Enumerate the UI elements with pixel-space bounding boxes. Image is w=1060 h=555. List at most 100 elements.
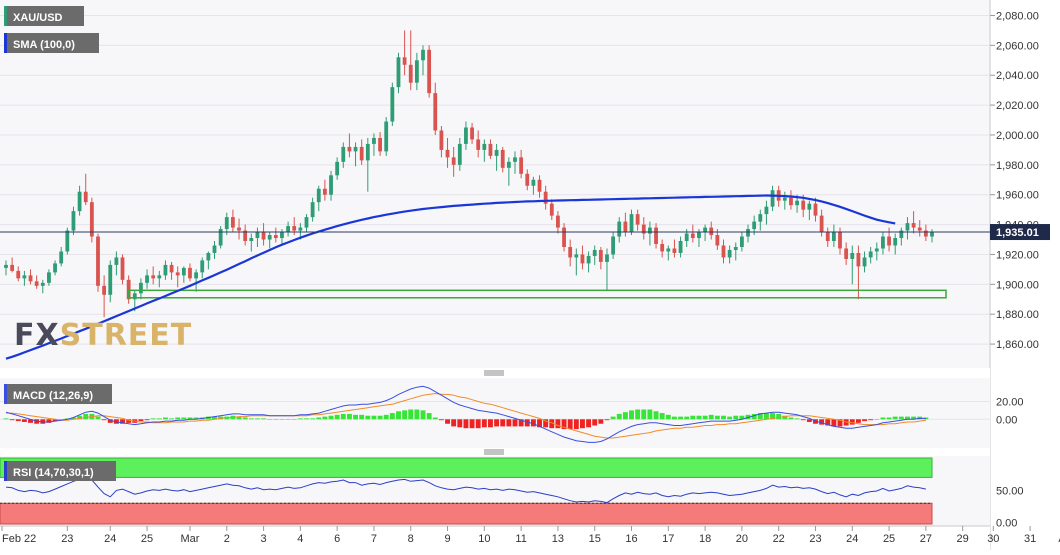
macd-histogram-bar bbox=[150, 418, 156, 420]
candle bbox=[598, 246, 603, 270]
candle-body bbox=[764, 206, 769, 215]
candle bbox=[881, 232, 885, 255]
candle-body bbox=[709, 227, 714, 236]
candle bbox=[733, 242, 738, 261]
macd-histogram-bar bbox=[806, 419, 812, 422]
price-tick-label: 1,860.00 bbox=[996, 339, 1039, 351]
macd-histogram-bar bbox=[396, 411, 401, 420]
candle bbox=[212, 241, 217, 259]
candle-body bbox=[917, 227, 922, 231]
sma-100-line bbox=[5, 194, 896, 360]
macd-histogram-bar bbox=[702, 415, 708, 420]
candle-body bbox=[641, 224, 646, 234]
candle bbox=[359, 139, 364, 165]
candle bbox=[721, 239, 726, 264]
candle bbox=[660, 239, 665, 258]
macd-histogram-bar bbox=[622, 412, 628, 420]
candle bbox=[22, 270, 27, 286]
macd-histogram-bar bbox=[727, 416, 733, 420]
macd-histogram-bar bbox=[776, 413, 782, 420]
candle bbox=[365, 137, 370, 192]
candle bbox=[764, 200, 769, 225]
candle bbox=[831, 224, 836, 247]
candle-body bbox=[727, 249, 732, 258]
candle-body bbox=[359, 146, 364, 161]
candle bbox=[617, 217, 622, 243]
legend-instrument[interactable]: XAU/USD bbox=[4, 6, 84, 26]
candle bbox=[310, 197, 315, 222]
macd-histogram-bar bbox=[334, 414, 340, 420]
candle-body bbox=[678, 241, 683, 253]
candle-body bbox=[807, 203, 812, 210]
x-tick-label: 22 bbox=[773, 533, 785, 545]
candle-body bbox=[893, 238, 898, 246]
candle-body bbox=[59, 251, 64, 264]
macd-histogram-bar bbox=[598, 419, 604, 424]
macd-histogram-bar bbox=[162, 417, 168, 420]
candle bbox=[500, 146, 505, 173]
candle-body bbox=[648, 227, 652, 234]
candle-body bbox=[40, 282, 45, 286]
candle-body bbox=[782, 197, 787, 201]
macd-histogram-bar bbox=[494, 419, 500, 427]
candle-body bbox=[494, 149, 499, 156]
candle bbox=[758, 209, 763, 231]
candle bbox=[727, 245, 732, 264]
candle-body bbox=[77, 191, 82, 212]
candle-body bbox=[819, 215, 824, 233]
resize-handle-1[interactable] bbox=[484, 370, 504, 376]
macd-histogram-bar bbox=[291, 419, 297, 420]
macd-histogram-bar bbox=[868, 419, 874, 421]
macd-histogram-bar bbox=[653, 411, 659, 420]
macd-histogram-bar bbox=[788, 417, 794, 420]
candle bbox=[445, 137, 450, 168]
candle bbox=[580, 245, 585, 270]
macd-histogram-bar bbox=[371, 415, 377, 420]
legend-macd[interactable]: MACD (12,26,9) bbox=[4, 384, 112, 404]
candle bbox=[709, 221, 714, 240]
candle-body bbox=[813, 203, 818, 216]
candle bbox=[482, 139, 487, 162]
macd-histogram-bar bbox=[297, 418, 303, 420]
candle bbox=[34, 275, 39, 289]
macd-histogram-bar bbox=[346, 413, 352, 420]
candle-body bbox=[286, 226, 290, 233]
macd-histogram-bar bbox=[849, 419, 855, 425]
candle-body bbox=[874, 248, 879, 252]
candle-body bbox=[181, 267, 186, 276]
legend-sma[interactable]: SMA (100,0) bbox=[4, 33, 99, 53]
candle bbox=[513, 151, 517, 174]
x-tick-label: 11 bbox=[515, 533, 526, 545]
resize-handle-2[interactable] bbox=[484, 449, 504, 455]
macd-histogram-bar bbox=[389, 413, 395, 420]
candle-body bbox=[163, 264, 168, 276]
price-tick-label: 2,060.00 bbox=[996, 40, 1039, 52]
candle-body bbox=[261, 232, 266, 240]
candle bbox=[574, 248, 579, 276]
candle-body bbox=[537, 179, 542, 192]
candle-body bbox=[672, 248, 677, 253]
candle bbox=[243, 224, 248, 246]
macd-histogram-bar bbox=[831, 419, 837, 427]
candle bbox=[40, 279, 45, 294]
candle-body bbox=[703, 227, 708, 233]
candle-body bbox=[684, 233, 689, 242]
candle-body bbox=[298, 227, 303, 231]
candle bbox=[77, 185, 82, 216]
watermark-street: STREET bbox=[60, 318, 193, 353]
candle bbox=[47, 269, 51, 286]
candle bbox=[396, 52, 401, 94]
candle-body bbox=[237, 227, 241, 231]
price-tick-label: 2,040.00 bbox=[996, 70, 1039, 82]
watermark-fx: FX bbox=[14, 318, 60, 353]
candle bbox=[519, 149, 524, 179]
macd-tick-label: 0.00 bbox=[996, 414, 1017, 426]
x-tick-label: 8 bbox=[408, 533, 414, 545]
macd-histogram-bar bbox=[420, 410, 426, 420]
macd-histogram-bar bbox=[101, 419, 107, 421]
candle bbox=[531, 176, 536, 195]
x-tick-label: 31 bbox=[1024, 533, 1036, 545]
candle-body bbox=[635, 214, 640, 225]
legend-rsi[interactable]: RSI (14,70,30,1) bbox=[4, 461, 116, 481]
